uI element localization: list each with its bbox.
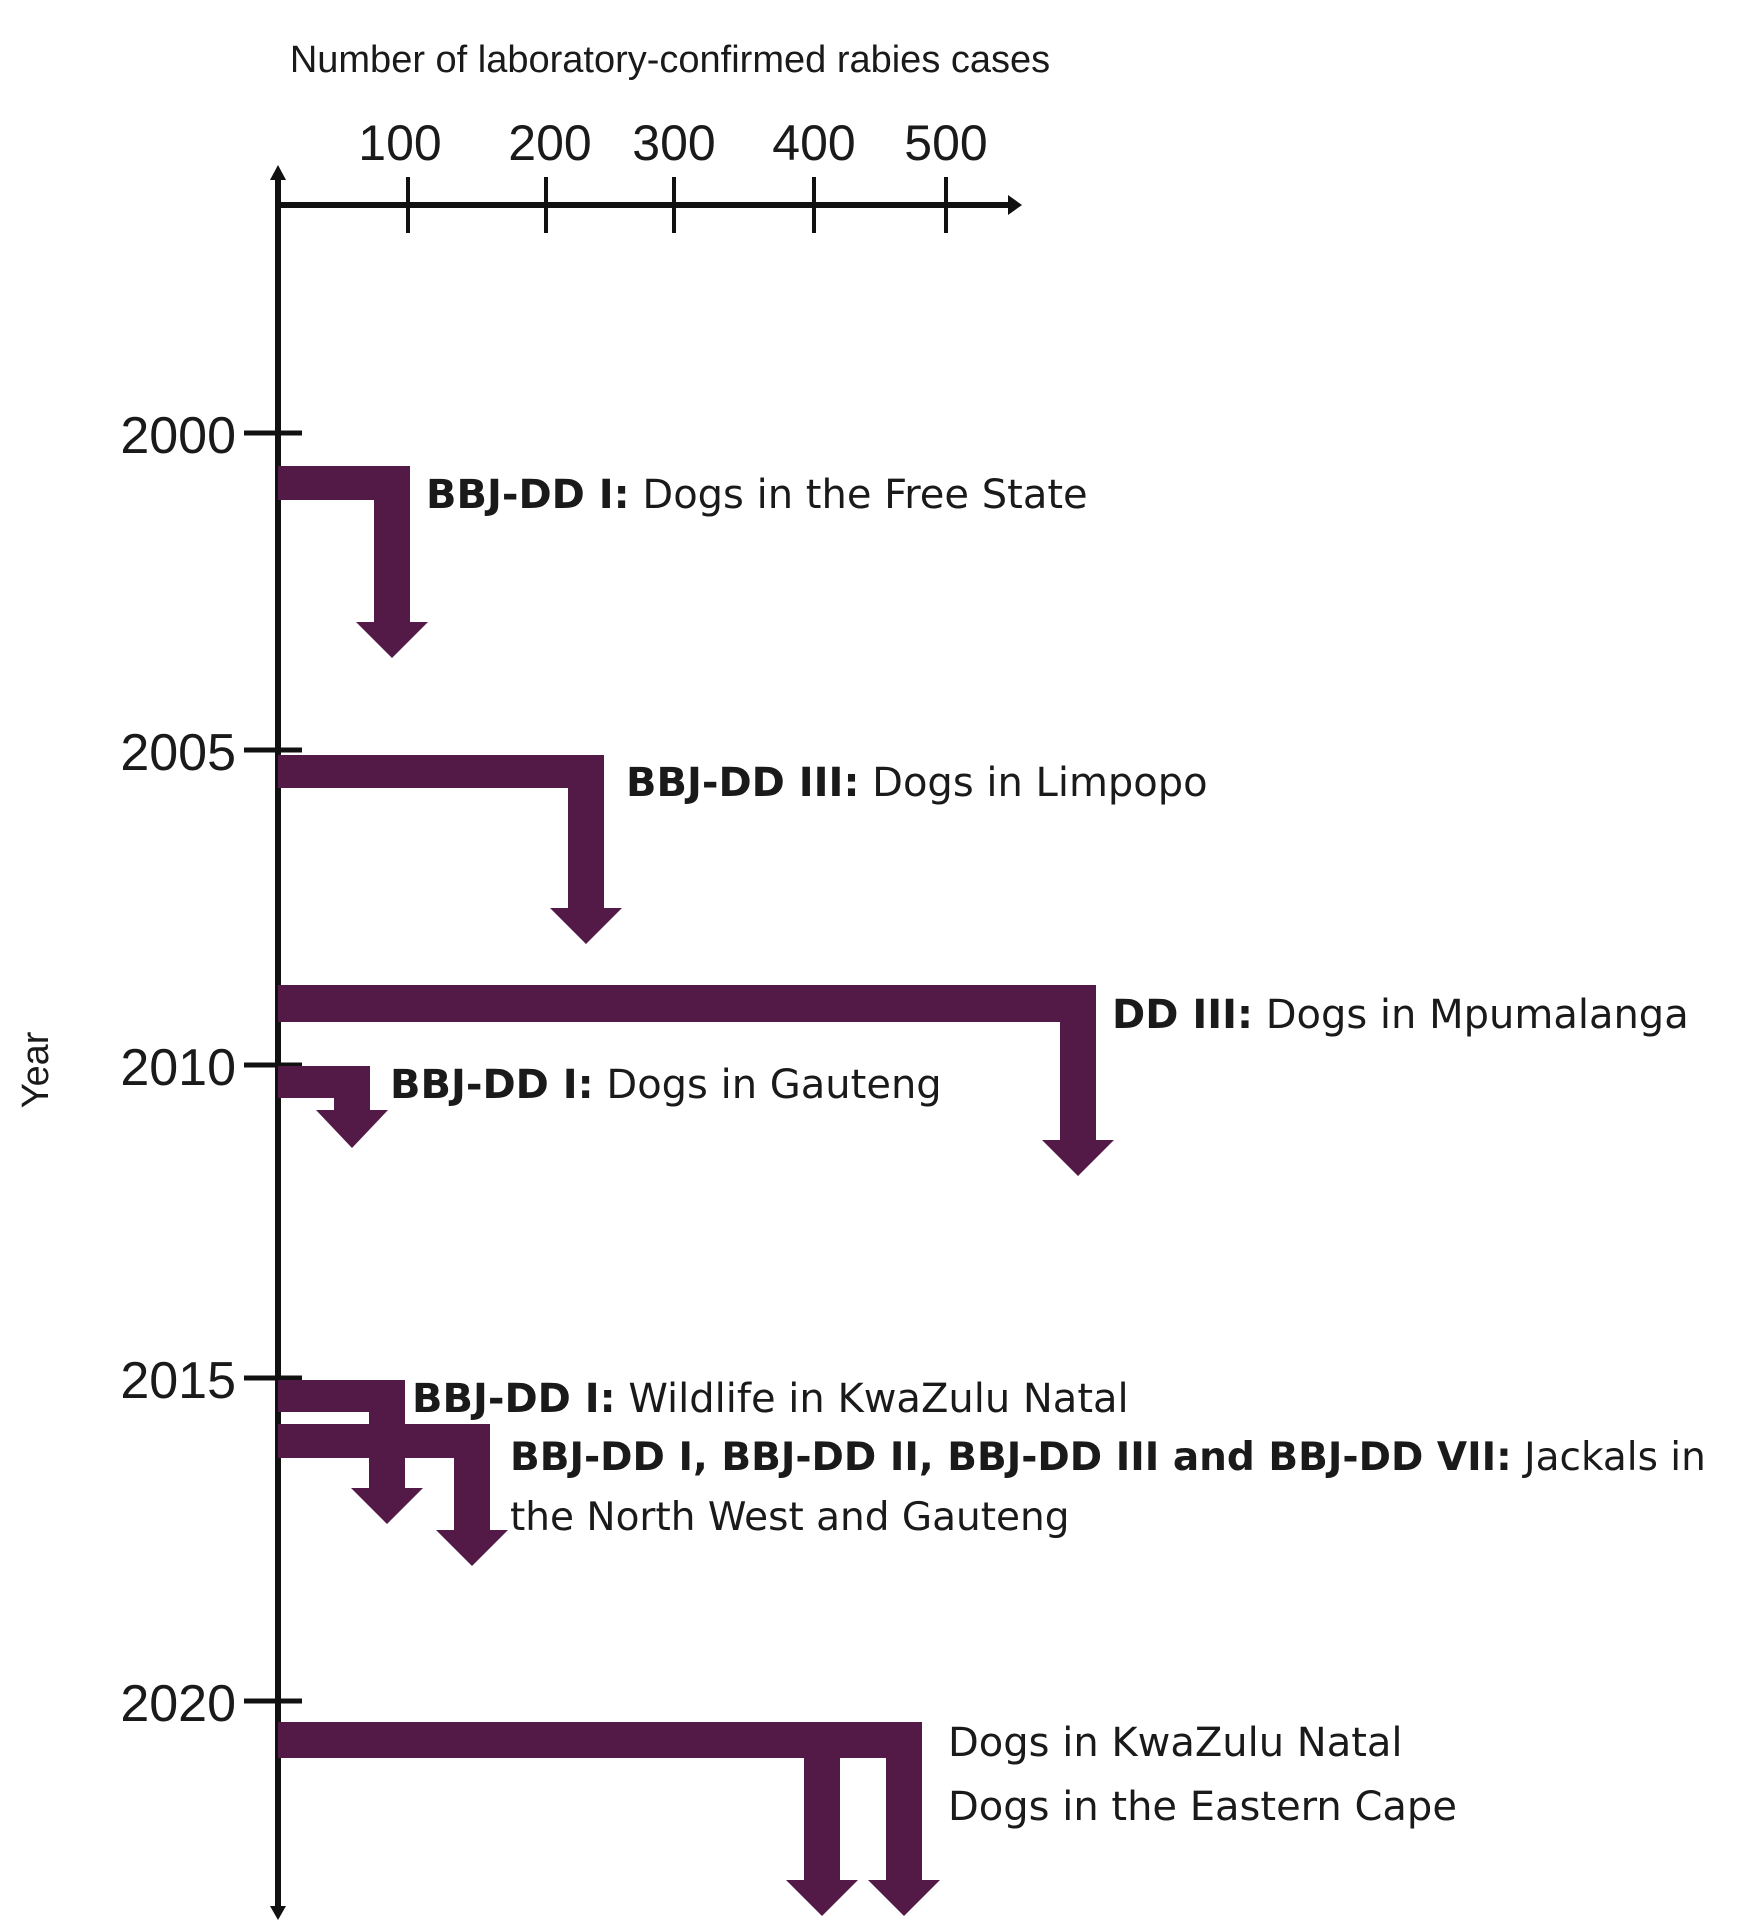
y-tick-label-2005: 2005	[120, 724, 236, 782]
x-tick-label-400: 400	[772, 115, 855, 171]
y-axis-top-arrowhead	[270, 165, 286, 180]
arrow-mpumalanga	[278, 985, 1114, 1176]
event-label-gauteng: BBJ-DD I: Dogs in Gauteng	[390, 1062, 942, 1108]
arrow-limpopo	[278, 755, 622, 944]
event-label-mpumalanga: DD III: Dogs in Mpumalanga	[1112, 992, 1689, 1038]
y-axis-title: Year	[15, 1031, 57, 1108]
event-label-wildlife-kwazulu-natal: BBJ-DD I: Wildlife in KwaZulu Natal	[412, 1376, 1129, 1422]
event-label-jackals: BBJ-DD I, BBJ-DD II, BBJ-DD III and BBJ-…	[510, 1435, 1706, 1480]
arrow-gauteng	[278, 1066, 388, 1148]
y-tick-label-2010: 2010	[120, 1039, 236, 1097]
event-label-jackals-line2: the North West and Gauteng	[510, 1495, 1070, 1540]
x-tick-label-100: 100	[358, 115, 441, 171]
y-axis-bottom-arrowhead	[270, 1906, 286, 1920]
arrow-dogs-eastern-cape	[840, 1722, 940, 1916]
x-tick-label-300: 300	[632, 115, 715, 171]
event-arrows	[278, 466, 1114, 1916]
arrow-dogs-kwazulu-natal	[278, 1722, 858, 1916]
x-tick-label-500: 500	[904, 115, 987, 171]
event-label-limpopo: BBJ-DD III: Dogs in Limpopo	[626, 760, 1208, 806]
event-label-dogs-eastern-cape: Dogs in the Eastern Cape	[948, 1784, 1457, 1830]
y-tick-label-2000: 2000	[120, 407, 236, 465]
x-axis-title: Number of laboratory-confirmed rabies ca…	[290, 39, 1050, 81]
event-label-free-state: BBJ-DD I: Dogs in the Free State	[426, 472, 1088, 518]
arrow-jackals	[278, 1424, 508, 1566]
event-label-dogs-kwazulu-natal: Dogs in KwaZulu Natal	[948, 1720, 1403, 1766]
x-axis-arrowhead	[1008, 195, 1022, 215]
arrow-wildlife-kwazulu-natal	[278, 1380, 423, 1524]
y-tick-label-2020: 2020	[120, 1675, 236, 1733]
y-tick-label-2015: 2015	[120, 1352, 236, 1410]
x-tick-label-200: 200	[508, 115, 591, 171]
arrow-free-state	[278, 466, 428, 658]
